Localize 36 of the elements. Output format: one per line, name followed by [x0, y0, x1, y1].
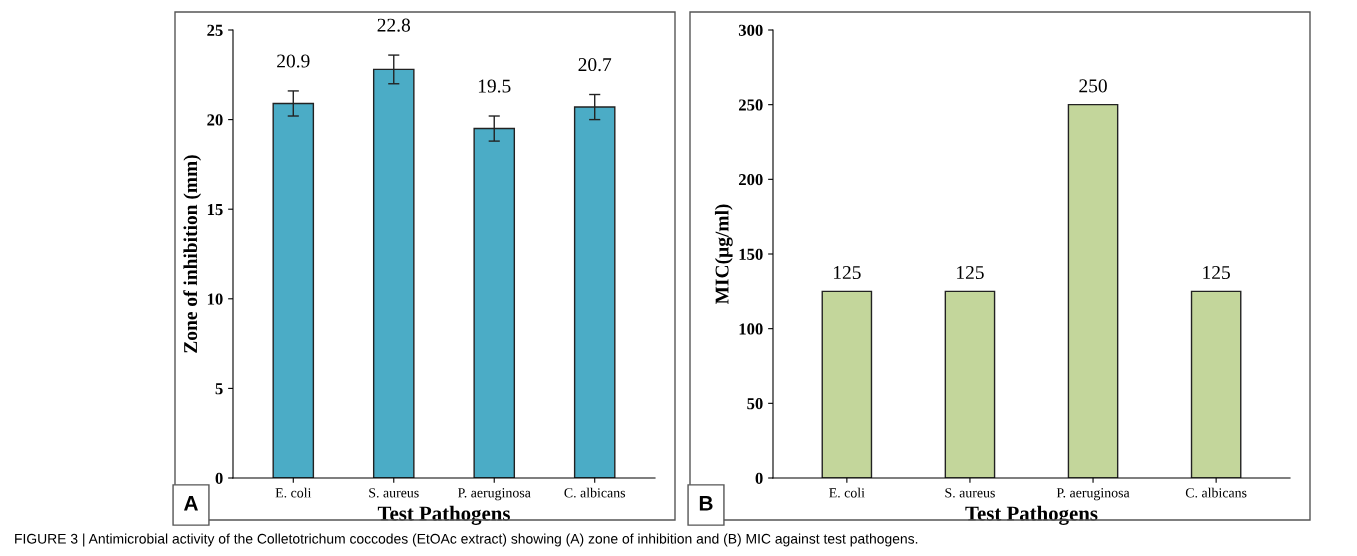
- data-label: 20.9: [277, 54, 310, 68]
- y-tick-label: 20: [207, 114, 223, 126]
- y-tick-label: 15: [207, 203, 223, 216]
- y-tick-label: 250: [738, 99, 763, 111]
- y-tick-label: 25: [207, 24, 223, 36]
- data-label: 250: [1079, 79, 1107, 93]
- x-tick-label: C. albicans: [564, 487, 626, 498]
- x-axis-title: Test Pathogens: [965, 505, 1098, 525]
- y-tick-label: 50: [747, 398, 763, 410]
- data-label: 19.5: [478, 79, 511, 93]
- y-tick-label: 300: [738, 24, 763, 36]
- data-label: 125: [1203, 265, 1230, 280]
- text: B: [699, 496, 713, 511]
- data-label: 22.8: [377, 18, 411, 32]
- x-tick-label: P. aeruginosa: [457, 488, 531, 501]
- y-tick-label: 10: [207, 293, 223, 305]
- x-tick-label: S. aureus: [369, 488, 419, 498]
- y-axis-title: MIC(µg/ml): [714, 204, 733, 305]
- x-tick-label: S. aureus: [945, 488, 995, 498]
- text: A: [183, 496, 198, 511]
- x-tick-label: C. albicans: [1185, 487, 1247, 498]
- data-label: 125: [833, 265, 861, 280]
- y-tick-label: 0: [215, 472, 223, 484]
- caption: FIGURE 3 | Antimicrobial activity of the Colletotrichum coccodes (EtOAc extract) showing (A) zone of inhibition and (B) MIC against test pathogens.: [15, 533, 918, 547]
- x-tick-label: P. aeruginosa: [1056, 488, 1130, 501]
- y-tick-label: 5: [215, 383, 223, 395]
- y-tick-label: 150: [739, 248, 763, 260]
- data-label: 20.7: [578, 58, 612, 72]
- x-axis-title: Test Pathogens: [377, 505, 510, 525]
- data-label: 125: [957, 265, 984, 280]
- y-axis-title: Zone of inhibition (mm): [183, 155, 202, 353]
- y-tick-label: 200: [738, 174, 763, 186]
- y-tick-label: 0: [755, 472, 763, 484]
- y-tick-label: 100: [739, 323, 763, 335]
- x-tick-label: E. coli: [275, 487, 312, 498]
- x-tick-label: E. coli: [829, 487, 865, 498]
